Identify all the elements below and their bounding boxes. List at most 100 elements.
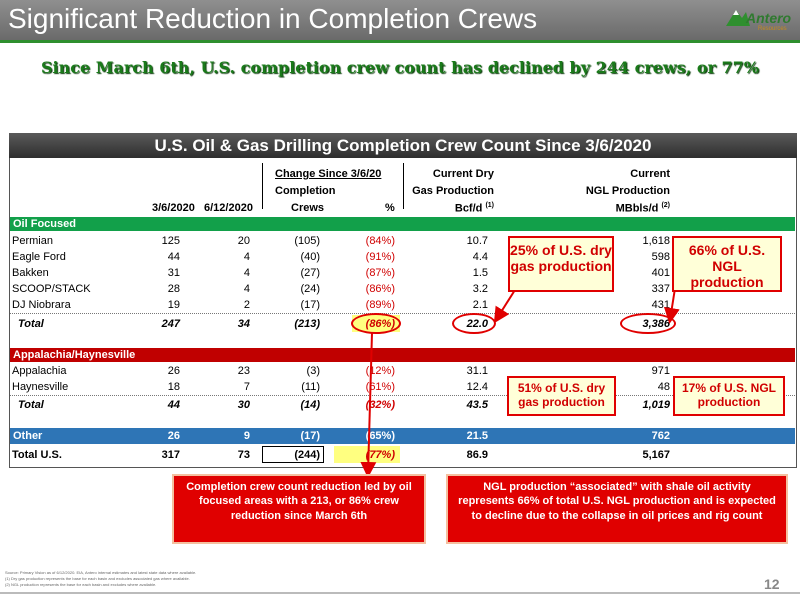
arrow-crew-reduction: [360, 332, 377, 478]
row-d1: 19: [167, 299, 180, 311]
row-name: DJ Niobrara: [12, 299, 71, 311]
row-ngl: 598: [651, 251, 670, 263]
row-d1: 44: [167, 399, 180, 411]
row-name: Haynesville: [12, 381, 69, 393]
row-gas: 12.4: [466, 381, 488, 393]
callout-ngl-associated: NGL production “associated” with shale o…: [446, 474, 788, 544]
row-gas: 21.5: [466, 430, 488, 442]
header-divider: [0, 40, 800, 43]
row-d2: 73: [237, 449, 250, 461]
row-d2: 4: [243, 283, 250, 295]
row-pct: (12%): [365, 365, 395, 377]
row-d1: 18: [167, 381, 180, 393]
row-d2: 34: [237, 318, 250, 330]
row-crews: (24): [300, 283, 320, 295]
row-name: Total U.S.: [12, 449, 62, 461]
row-pct: (87%): [365, 267, 395, 279]
row-gas: 10.7: [466, 235, 488, 247]
row-ngl: 401: [651, 267, 670, 279]
row-d1: 28: [167, 283, 180, 295]
subtitle-text: Since March 6th, U.S. completion crew co…: [40, 58, 759, 77]
footnote: (1) Dry gas production represents the ba…: [5, 576, 190, 581]
row-name: Appalachia: [12, 365, 67, 377]
row-crews: (17): [300, 299, 320, 311]
footnotes: Source: Primary Vision as of 6/12/2020. …: [5, 570, 705, 588]
row-d1: 247: [161, 318, 180, 330]
header-change-since: Change Since 3/6/20: [275, 168, 382, 180]
header-ngl-production: NGL Production: [585, 185, 670, 197]
row-pct: (32%): [365, 399, 395, 411]
callout-crew-reduction: Completion crew count reduction led by o…: [172, 474, 426, 544]
row-pct: (84%): [365, 235, 395, 247]
row-name: Other: [13, 430, 43, 442]
row-name: Bakken: [12, 267, 49, 279]
header-mbbls: MBbls/d (2): [615, 202, 670, 215]
header-pct: %: [385, 202, 395, 214]
header-crews: Crews: [291, 202, 325, 214]
row-d2: 4: [243, 251, 250, 263]
logo-text: Antero: [746, 10, 792, 26]
row-name: Permian: [12, 235, 53, 247]
crews-total-box: [262, 446, 324, 463]
section-label: Appalachia/Haynesville: [13, 349, 136, 361]
header-gas-production: Gas Production: [412, 185, 494, 197]
row-d2: 23: [237, 365, 250, 377]
page-number: 12: [764, 576, 780, 592]
row-d2: 9: [243, 430, 250, 442]
row-divider: [10, 313, 795, 314]
header-current-dry: Current Dry: [432, 168, 494, 180]
callout-dry-gas-51: 51% of U.S. dry gas production: [507, 376, 616, 416]
row-pct: (61%): [365, 381, 395, 393]
row-ngl: 337: [651, 283, 670, 295]
row-d2: 7: [243, 381, 250, 393]
header-date1: 3/6/2020: [152, 202, 195, 214]
row-gas: 43.5: [466, 399, 488, 411]
row-d2: 20: [237, 235, 250, 247]
header-bcfd-note: (1): [485, 202, 494, 209]
row-ngl: 762: [651, 430, 670, 442]
row-name: SCOOP/STACK: [12, 283, 91, 295]
row-pct: (86%): [365, 283, 395, 295]
row-d1: 26: [167, 365, 180, 377]
row-ngl: 971: [651, 365, 670, 377]
section-appalachia-haynesville: Appalachia/Haynesville: [10, 348, 795, 362]
header-box-left: [262, 163, 263, 209]
highlight-circle-pct: [351, 313, 401, 334]
footer-divider: [0, 592, 800, 594]
row-crews: (27): [300, 267, 320, 279]
row-ngl: 48: [657, 381, 670, 393]
row-pct: (89%): [365, 299, 395, 311]
row-gas: 3.2: [472, 283, 488, 295]
row-crews: (14): [300, 399, 320, 411]
row-name: Total: [18, 399, 44, 411]
row-gas: 86.9: [466, 449, 488, 461]
row-d1: 31: [167, 267, 180, 279]
row-ngl: 5,167: [642, 449, 670, 461]
row-d2: 30: [237, 399, 250, 411]
slide-subtitle: Since March 6th, U.S. completion crew co…: [0, 58, 800, 77]
row-gas: 1.5: [472, 267, 488, 279]
row-gas: 31.1: [466, 365, 488, 377]
antero-logo: Antero Resources: [726, 4, 792, 38]
footnote: Source: Primary Vision as of 6/12/2020. …: [5, 570, 197, 575]
row-pct: (91%): [365, 251, 395, 263]
row-d1: 26: [167, 430, 180, 442]
callout-dry-gas-25: 25% of U.S. dry gas production: [508, 236, 614, 292]
row-d1: 317: [161, 449, 180, 461]
row-ngl: 1,019: [642, 399, 670, 411]
row-d2: 2: [243, 299, 250, 311]
row-d1: 44: [167, 251, 180, 263]
header-current-ngl: Current: [630, 168, 670, 180]
section-oil-focused: Oil Focused: [10, 217, 795, 231]
row-name: Total: [18, 318, 44, 330]
header-bcfd: Bcf/d (1): [454, 202, 494, 215]
header-mbbls-note: (2): [661, 202, 670, 209]
header-completion: Completion: [275, 185, 336, 197]
slide-header: Significant Reduction in Completion Crew…: [0, 0, 800, 40]
table-title: U.S. Oil & Gas Drilling Completion Crew …: [9, 133, 797, 158]
row-pct: (77%): [365, 449, 395, 461]
highlight-circle-gas: [452, 313, 496, 334]
pct-highlight: [334, 446, 400, 463]
header-date2: 6/12/2020: [204, 202, 253, 214]
row-d2: 4: [243, 267, 250, 279]
